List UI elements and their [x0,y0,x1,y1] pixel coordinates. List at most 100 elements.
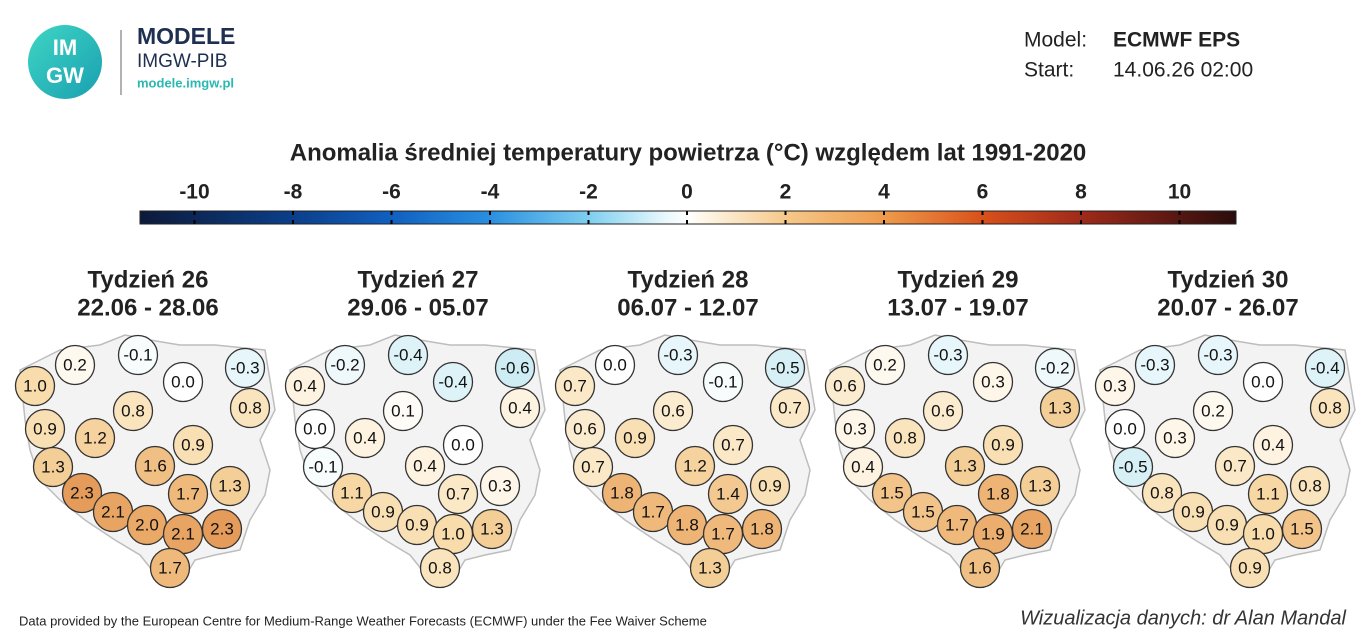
anomaly-label: 0.9 [1215,515,1239,534]
anomaly-label: -0.6 [500,358,529,377]
anomaly-circle [442,424,484,466]
anomaly-circle [387,334,429,376]
model: ECMWF EPS [1113,29,1240,52]
colorbar-tick-label: 8 [1075,181,1087,204]
anomaly-label: 1.1 [340,483,364,502]
anomaly-label: 1.8 [986,484,1010,503]
anomaly-label: 1.1 [1256,484,1280,503]
anomaly-circle [134,445,176,487]
anomaly-circle [172,424,214,466]
anomaly-label: 0.8 [121,401,145,420]
title: Anomalia średniej temperatury powietrza … [290,139,1087,166]
anomaly-circle [1304,347,1346,389]
anomaly-label: 1.3 [218,476,242,495]
anomaly-circle [1039,387,1081,429]
anomaly-circle [594,344,636,386]
anomaly-label: 0.7 [581,457,605,476]
anomaly-circle [112,390,154,432]
anomaly-label: 0.1 [391,401,415,420]
anomaly-label: 1.9 [981,524,1005,543]
anomaly-circle [167,473,209,515]
anomaly-label: 0.0 [1251,372,1275,391]
anomaly-label: 0.3 [843,419,867,438]
logo-text: IM [53,35,77,60]
anomaly-circle [32,446,74,488]
anomaly-circle [479,465,521,507]
anomaly-label: 0.6 [661,401,685,420]
week-dates: 22.06 - 28.06 [77,294,218,321]
anomaly-label: 0.8 [428,558,452,577]
anomaly-label: 1.0 [1251,524,1275,543]
anomaly-label: 0.4 [1261,435,1285,454]
anomaly-label: 0.8 [238,398,262,417]
anomaly-label: 0.0 [603,355,627,374]
anomaly-label: 0.7 [721,435,745,454]
anomaly-label: 1.7 [945,515,969,534]
week-dates: 29.06 - 05.07 [347,294,488,321]
anomaly-circle [657,334,699,376]
anomaly-label: 0.0 [303,419,327,438]
logo-text: GW [46,63,84,88]
anomaly-label: 2.1 [1020,519,1044,538]
anomaly-label: 1.8 [610,483,634,502]
anomaly-label: 1.7 [711,524,735,543]
anomaly-circle [54,344,96,386]
anomaly-label: 0.3 [1163,428,1187,447]
anomaly-circle [572,446,614,488]
anomaly-label: 1.3 [480,519,504,538]
anomaly-circle [24,408,66,450]
anomaly-label: 0.8 [893,428,917,447]
anomaly-circle [674,445,716,487]
anomaly-label: -0.2 [1040,358,1069,377]
source: Data provided by the European Centre for… [19,613,707,628]
anomaly-circle [494,347,536,389]
anomaly-circle [61,472,103,514]
anomaly-label: -0.2 [330,355,359,374]
week-dates: 13.07 - 19.07 [887,294,1028,321]
anomaly-circle [324,344,366,386]
anomaly-label: 1.5 [1290,519,1314,538]
anomaly-circle [689,547,731,589]
anomaly-label: 0.4 [508,398,532,417]
anomaly-circle [1229,547,1271,589]
anomaly-circle [382,390,424,432]
anomaly-label: -0.3 [1203,345,1232,364]
anomaly-label: 0.4 [413,456,437,475]
anomaly-circle [1192,390,1234,432]
anomaly-circle [1019,465,1061,507]
anomaly-label: 0.6 [833,376,857,395]
anomaly-circle [927,334,969,376]
colorbar-tick-label: -6 [382,181,401,204]
anomaly-circle [74,417,116,459]
anomaly-label: 1.3 [1048,398,1072,417]
anomaly-label: 0.6 [573,419,597,438]
start: 14.06.26 02:00 [1113,59,1253,82]
anomaly-circle [224,347,266,389]
credit: Wizualizacja danych: dr Alan Mandal [1020,607,1346,629]
anomaly-label: 0.7 [778,398,802,417]
anomaly-label: 0.3 [1103,376,1127,395]
anomaly-circle [1112,446,1154,488]
anomaly-circle [1247,473,1289,515]
anomaly-circle [162,361,204,403]
anomaly-label: 0.8 [1150,483,1174,502]
anomaly-label: 0.9 [371,502,395,521]
anomaly-label: -0.3 [230,358,259,377]
anomaly-label: 0.4 [293,376,317,395]
colorbar-tick-label: 10 [1168,181,1191,204]
anomaly-label: -0.3 [1140,355,1169,374]
logo-circle [28,25,102,99]
anomaly-label: -0.1 [123,345,152,364]
anomaly-label: 0.2 [873,355,897,374]
anomaly-label: 0.9 [405,515,429,534]
colorbar-tick-label: -10 [179,181,209,204]
anomaly-label: 0.9 [623,428,647,447]
anomaly-label: 0.0 [1113,419,1137,438]
anomaly-circle [864,344,906,386]
anomaly-circle [884,417,926,459]
brand: MODELE [137,23,235,49]
anomaly-circle [201,508,243,550]
anomaly-circle [972,361,1014,403]
anomaly-circle [749,465,791,507]
